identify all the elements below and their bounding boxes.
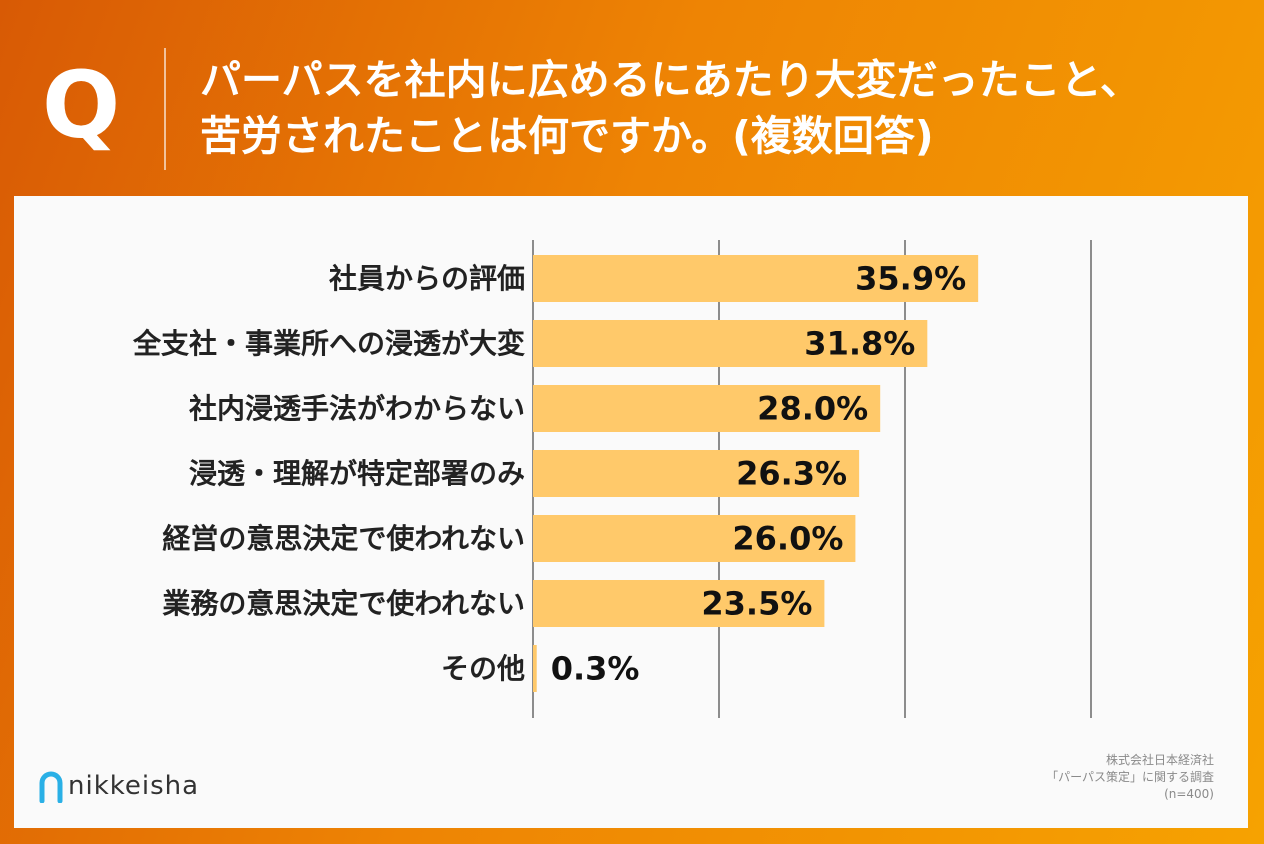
category-label-3: 浸透・理解が特定部署のみ — [189, 457, 525, 490]
value-label-6: 0.3% — [551, 650, 640, 688]
nikkeisha-logo-icon — [39, 771, 63, 803]
source-line-1: 株式会社日本経済社 — [1105, 753, 1214, 767]
value-label-4: 26.0% — [732, 520, 843, 558]
source-line-2: 「パーパス策定」に関する調査 — [1046, 770, 1214, 784]
nikkeisha-logo: nikkeisha — [38, 766, 199, 806]
q-label: Q — [42, 52, 121, 159]
source-note: 株式会社日本経済社 「パーパス策定」に関する調査 (n=400) — [954, 752, 1214, 803]
bar-0 — [533, 255, 979, 302]
value-label-5: 23.5% — [701, 585, 812, 623]
logo-text: nikkeisha — [68, 771, 200, 801]
category-label-6: その他 — [441, 652, 525, 685]
category-label-0: 社員からの評価 — [329, 262, 525, 295]
chart-panel: 社員からの評価 35.9% 全支社・事業所への浸透が大変 31.8% 社内浸透手法がわか… — [14, 196, 1248, 828]
bar-4 — [533, 515, 856, 562]
bar-chart: 社員からの評価 35.9% 全支社・事業所への浸透が大変 31.8% 社内浸透手法がわか… — [132, 240, 1092, 718]
category-label-5: 業務の意思決定で使われない — [162, 587, 525, 620]
value-label-3: 26.3% — [736, 455, 847, 493]
source-line-3: (n=400) — [1164, 787, 1214, 801]
bar-2 — [533, 385, 881, 432]
category-label-4: 経営の意思決定で使われない — [162, 522, 525, 555]
question-line-2: 苦労されたことは何ですか。(複数回答) — [200, 112, 934, 160]
question-text: パーパスを社内に広めるにあたり大変だったこと、 苦労されたことは何ですか。(複数… — [200, 52, 1240, 164]
category-label-2: 社内浸透手法がわからない — [189, 392, 525, 425]
value-label-1: 31.8% — [804, 325, 915, 363]
bar-1 — [533, 320, 928, 367]
value-label-2: 28.0% — [757, 390, 868, 428]
bar-5 — [533, 580, 825, 627]
category-label-1: 全支社・事業所への浸透が大変 — [132, 327, 525, 360]
bar-6 — [533, 645, 537, 692]
value-label-0: 35.9% — [855, 260, 966, 298]
bar-3 — [533, 450, 860, 497]
header-divider — [164, 48, 166, 170]
question-line-1: パーパスを社内に広めるにあたり大変だったこと、 — [200, 56, 1141, 104]
